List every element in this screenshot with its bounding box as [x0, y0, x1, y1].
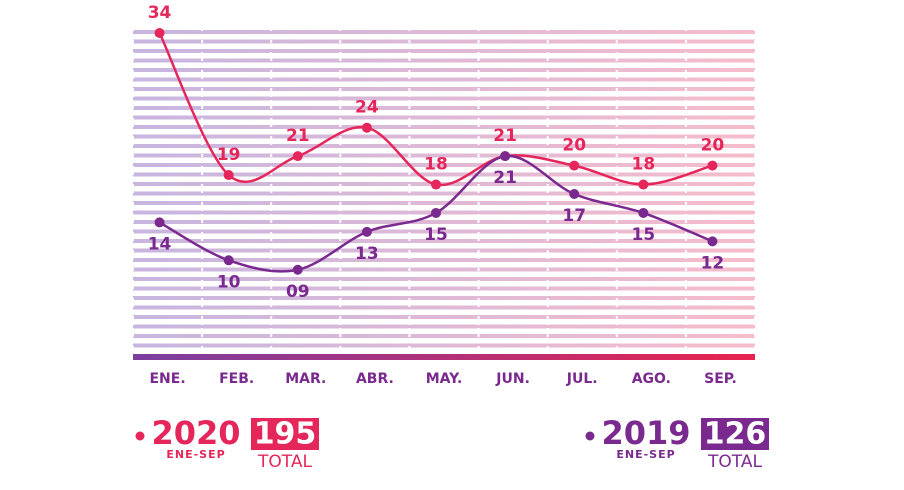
stripe [133, 286, 755, 291]
point [431, 207, 441, 218]
plot-background [132, 28, 756, 390]
x-tick-label: MAR. [285, 371, 326, 387]
point [707, 236, 718, 247]
stripe [133, 87, 755, 91]
x-tick-label: ENE. [149, 371, 185, 387]
stripe [133, 30, 755, 34]
legend-dot [135, 431, 145, 441]
stripe [133, 68, 755, 72]
x-tick-label: ABR. [356, 371, 394, 387]
stripe [133, 96, 755, 101]
data-label: 18 [631, 155, 655, 175]
data-label: 20 [562, 136, 586, 156]
legend-dot [585, 431, 595, 441]
stripe [133, 258, 755, 262]
data-label: 24 [355, 98, 379, 118]
stripe [133, 229, 755, 234]
x-tick-label: SEP. [704, 371, 737, 387]
total-label: TOTAL [257, 452, 312, 472]
point [361, 226, 372, 237]
legend-label: 2019 [601, 414, 690, 452]
stripe [133, 115, 755, 120]
stripe [133, 296, 755, 300]
x-tick-label: MAY. [426, 371, 463, 387]
total-box [701, 418, 769, 450]
stripe [133, 144, 755, 148]
data-label: 14 [148, 234, 172, 254]
point [154, 217, 165, 228]
stripe [133, 305, 755, 310]
stripe [133, 77, 755, 82]
total-value: 126 [704, 417, 767, 452]
legend-label: 2020 [151, 414, 240, 452]
data-label: 15 [424, 225, 448, 245]
stripe [133, 248, 755, 253]
data-label: 09 [286, 282, 310, 302]
data-label: 10 [217, 272, 241, 292]
data-label: 20 [701, 136, 725, 156]
data-label: 21 [493, 168, 517, 188]
data-label: 18 [424, 155, 448, 175]
point [569, 160, 580, 171]
stripe [133, 277, 755, 281]
stripe [133, 315, 755, 319]
point [707, 160, 718, 171]
stripe [133, 239, 755, 243]
data-label: 12 [701, 253, 725, 273]
stripe [133, 220, 755, 224]
data-label: 15 [631, 225, 655, 245]
point [431, 179, 441, 190]
stripe [133, 39, 755, 44]
x-tick-label: FEB. [219, 371, 254, 387]
stripe [133, 125, 755, 129]
stripe [133, 106, 755, 110]
point [292, 264, 303, 275]
data-label: 17 [562, 206, 586, 226]
legend-period: ENE-SEP [166, 448, 225, 461]
stripe [133, 153, 755, 158]
x-tick-label: JUN. [495, 371, 530, 387]
stripe [133, 58, 755, 63]
total-label: TOTAL [707, 452, 762, 472]
point [569, 189, 580, 199]
stripe [133, 201, 755, 205]
data-label: 34 [148, 3, 172, 23]
stripe [133, 334, 755, 338]
stripe [133, 163, 755, 167]
x-tick-label: JUL. [566, 371, 598, 387]
point [154, 28, 165, 38]
total-box [251, 418, 319, 450]
stripe [133, 49, 755, 53]
total-value: 195 [254, 417, 317, 452]
legend-period: ENE-SEP [616, 448, 675, 461]
stripe [133, 324, 755, 329]
stripe [133, 172, 755, 177]
baseline [133, 354, 755, 360]
stripe [133, 267, 755, 272]
data-label: 21 [286, 126, 310, 146]
point [500, 151, 511, 162]
stripe [133, 343, 755, 348]
data-label: 21 [493, 126, 517, 146]
point [638, 207, 649, 218]
data-label: 19 [217, 145, 241, 165]
point [638, 179, 649, 190]
point [292, 151, 303, 162]
stripe [133, 191, 755, 196]
point [223, 255, 234, 266]
stripe [133, 134, 755, 139]
x-tick-label: AGO. [632, 371, 671, 387]
stripe [133, 210, 755, 215]
data-label: 13 [355, 244, 379, 264]
point [223, 170, 234, 181]
point [361, 122, 372, 133]
